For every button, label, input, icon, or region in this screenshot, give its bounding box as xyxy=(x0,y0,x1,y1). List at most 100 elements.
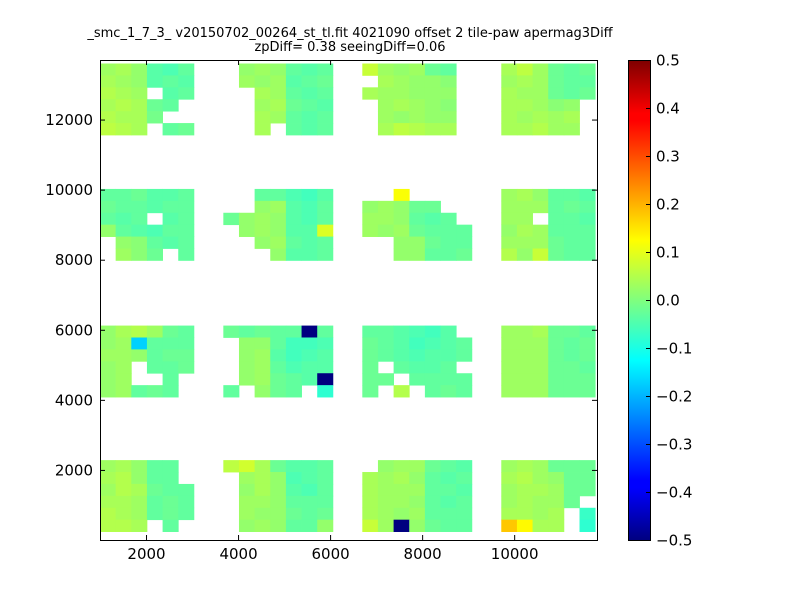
heatmap-cell xyxy=(516,111,533,124)
heatmap-cell xyxy=(579,337,596,350)
heatmap-cell xyxy=(424,87,441,100)
heatmap-cell xyxy=(393,519,410,532)
heatmap-cell xyxy=(440,212,457,226)
heatmap-cell xyxy=(162,188,179,202)
heatmap-cell xyxy=(424,507,441,521)
heatmap-cell xyxy=(501,75,518,88)
heatmap-cell xyxy=(301,236,318,249)
heatmap-cell xyxy=(579,483,596,497)
heatmap-cell xyxy=(548,200,565,214)
heatmap-cell xyxy=(162,325,179,338)
heatmap-cell xyxy=(285,483,302,497)
heatmap-cell xyxy=(254,495,271,509)
heatmap-cell xyxy=(285,495,302,509)
heatmap-cell xyxy=(440,111,457,124)
heatmap-cell xyxy=(532,188,549,202)
heatmap-cell xyxy=(285,212,302,226)
heatmap-cell xyxy=(393,325,410,338)
heatmap-cell xyxy=(456,224,473,237)
heatmap-cell xyxy=(317,236,334,249)
heatmap-cell xyxy=(377,224,394,237)
heatmap-cell xyxy=(115,188,132,202)
heatmap-cell xyxy=(285,519,302,532)
y-tick-label: 10000 xyxy=(45,181,93,199)
heatmap-cell xyxy=(254,236,271,249)
heatmap-cell xyxy=(301,248,318,261)
heatmap-cell xyxy=(440,507,457,521)
heatmap-cell xyxy=(532,75,549,88)
heatmap-cell xyxy=(409,99,426,112)
heatmap-cell xyxy=(409,519,426,532)
chart-title: _smc_1_7_3_ v20150702_00264_st_tl.fit 40… xyxy=(87,26,613,41)
heatmap-cell xyxy=(317,325,334,338)
heatmap-cell xyxy=(440,75,457,88)
heatmap-cell xyxy=(178,337,195,350)
heatmap-cell xyxy=(548,63,565,76)
heatmap-cell xyxy=(223,212,240,226)
heatmap-cell xyxy=(317,212,334,226)
plot-frame xyxy=(100,60,598,541)
heatmap-cell xyxy=(285,472,302,485)
heatmap-cell xyxy=(424,99,441,112)
heatmap-cell xyxy=(317,75,334,88)
y-tick-label: 8000 xyxy=(55,251,93,269)
heatmap-cell xyxy=(270,63,287,76)
heatmap-cell xyxy=(270,483,287,497)
heatmap-cell xyxy=(254,224,271,237)
heatmap-cell xyxy=(162,519,179,532)
heatmap-cell xyxy=(440,495,457,509)
heatmap-cell xyxy=(100,472,117,485)
heatmap-cell xyxy=(100,385,117,398)
heatmap-cell xyxy=(131,349,148,362)
heatmap-cell xyxy=(501,507,518,521)
heatmap-cell xyxy=(131,123,148,136)
heatmap-cell xyxy=(270,373,287,386)
heatmap-cell xyxy=(548,111,565,124)
heatmap-cell xyxy=(285,200,302,214)
heatmap-cell xyxy=(532,385,549,398)
heatmap-cell xyxy=(393,63,410,76)
heatmap-cell xyxy=(377,63,394,76)
heatmap-cell xyxy=(131,325,148,338)
heatmap-cell xyxy=(579,200,596,214)
heatmap-cell xyxy=(162,224,179,237)
heatmap-cell xyxy=(254,483,271,497)
heatmap-cell xyxy=(131,87,148,100)
heatmap-cells xyxy=(100,63,596,532)
heatmap-cell xyxy=(563,212,580,226)
heatmap-cell xyxy=(579,507,596,521)
heatmap-cell xyxy=(501,460,518,473)
heatmap-cell xyxy=(362,63,379,76)
heatmap-cell xyxy=(270,495,287,509)
heatmap-cell xyxy=(440,236,457,249)
heatmap-cell xyxy=(377,87,394,100)
heatmap-cell xyxy=(270,385,287,398)
heatmap-cell xyxy=(362,495,379,509)
heatmap-cell xyxy=(409,460,426,473)
heatmap-cell xyxy=(409,325,426,338)
heatmap-cell xyxy=(516,87,533,100)
heatmap-cell xyxy=(238,519,256,532)
colorbar-tick-label: 0.3 xyxy=(656,148,680,166)
heatmap-cell xyxy=(548,361,565,374)
heatmap-cell xyxy=(409,495,426,509)
heatmap-cell xyxy=(270,248,287,261)
heatmap-cell xyxy=(146,236,163,249)
heatmap-cell xyxy=(285,236,302,249)
heatmap-cell xyxy=(270,111,287,124)
heatmap-cell xyxy=(162,99,179,112)
heatmap-cell xyxy=(563,373,580,386)
heatmap-cell xyxy=(456,495,473,509)
heatmap-cell xyxy=(516,212,533,226)
heatmap-cell xyxy=(532,111,549,124)
heatmap-cell xyxy=(285,248,302,261)
heatmap-cell xyxy=(440,63,457,76)
heatmap-cell xyxy=(317,385,334,398)
heatmap-cell xyxy=(285,325,302,338)
heatmap-cell xyxy=(131,224,148,237)
colorbar-tick-label: 0.5 xyxy=(656,52,680,70)
heatmap-cell xyxy=(301,495,318,509)
colorbar-tick-label: −0.1 xyxy=(656,340,692,358)
heatmap-cell xyxy=(270,200,287,214)
heatmap-cell xyxy=(131,200,148,214)
